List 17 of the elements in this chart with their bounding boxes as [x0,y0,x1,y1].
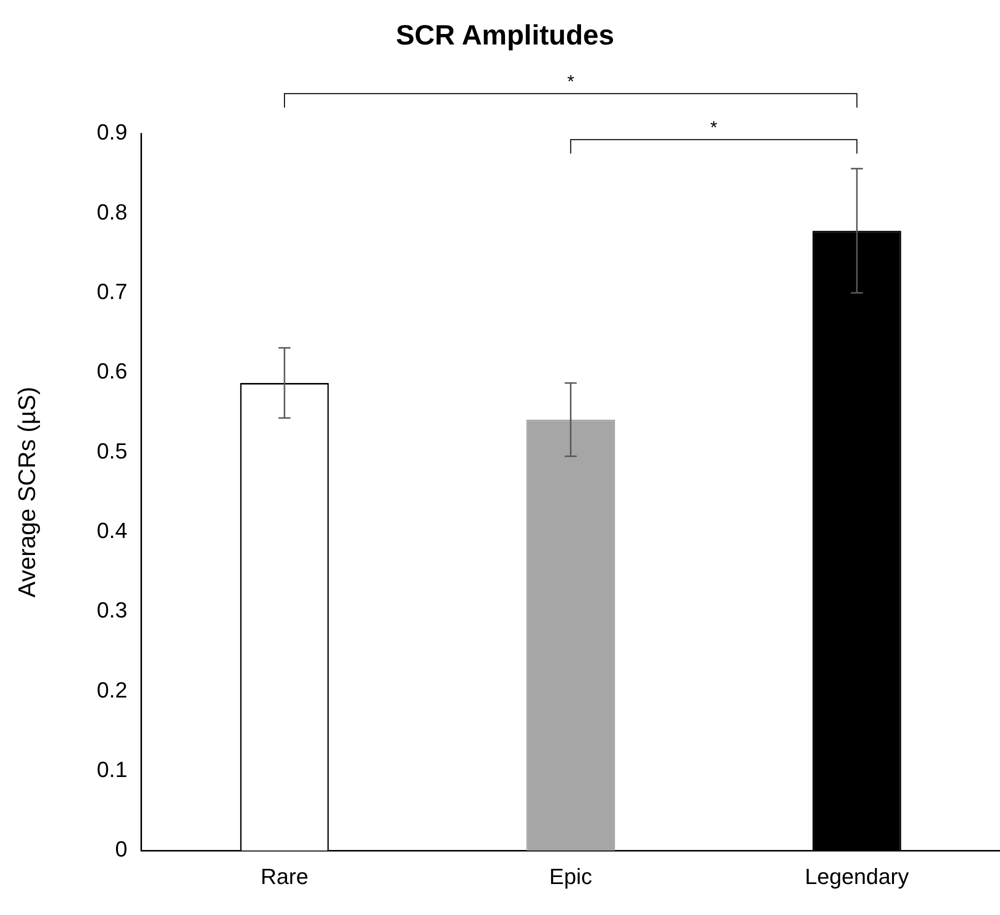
y-axis-title: Average SCRs (µS) [14,386,42,598]
text: * [567,72,574,92]
y-tick-label: 0.7 [96,278,128,304]
y-tick-label: 0.4 [96,518,128,543]
y-tick-label: 0.9 [96,120,128,145]
x-tick-label: Epic [549,864,592,889]
y-tick-label: 0.1 [96,756,128,782]
x-tick-label: Legendary [804,864,909,889]
y-tick-label: 0.8 [96,199,128,224]
chart-title: SCR Amplitudes [396,20,614,51]
y-tick-label: 0.2 [96,677,128,702]
y-tick-label: 0 [115,836,128,862]
annotation: * [710,118,718,138]
y-tick-label: 0.6 [96,358,128,384]
y-tick-label: 0.5 [96,438,128,464]
x-tick-label: Rare [260,864,308,889]
y-tick-label: 0.3 [96,598,128,623]
